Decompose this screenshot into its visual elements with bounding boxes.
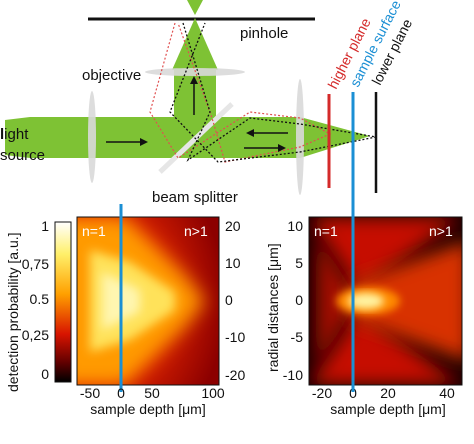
arrow-right-icon-2: [244, 144, 286, 152]
objective-label: objective: [82, 67, 141, 84]
left-xtick-neg50: -50: [80, 385, 100, 401]
right-ytick-0: 0: [295, 292, 303, 308]
right-xtick-40: 40: [439, 385, 455, 401]
focus-cone: [172, 18, 218, 70]
right-xlabel: sample depth [μm]: [330, 401, 445, 417]
arrow-right-icon: [106, 138, 148, 146]
pinhole-cone: [187, 0, 203, 15]
colorbar-tick-075: 0,75: [22, 256, 49, 272]
right-n2-label: n>1: [429, 223, 453, 239]
left-ytick-neg20: -20: [225, 367, 245, 383]
right-xtick-0: 0: [349, 385, 357, 401]
right-xtick-neg20: -20: [312, 385, 332, 401]
sample-beam: [178, 117, 370, 158]
beam-splitter-plate: [158, 102, 234, 174]
colorbar-tick-0: 0: [41, 366, 49, 382]
colorbar: 1 0,75 0.5 0,25 0 detection probability …: [5, 218, 72, 392]
right-heatmap: n=1 n>1 10 5 0 -5 -10 -20 0 20 40 sample…: [283, 216, 463, 417]
pinhole-label: pinhole: [240, 25, 288, 42]
source-label: source: [0, 147, 45, 164]
left-xtick-50: 50: [144, 385, 160, 401]
light-label: light: [0, 126, 29, 143]
left-ytick-neg10: -10: [225, 329, 245, 345]
left-xtick-100: 100: [201, 385, 225, 401]
left-ytick-10: 10: [225, 255, 241, 271]
left-n2-label: n>1: [184, 223, 208, 239]
right-n1-label: n=1: [314, 223, 338, 239]
left-xlabel: sample depth [μm]: [90, 401, 205, 417]
red-dotted-path: [149, 22, 332, 163]
black-dotted-path: [169, 22, 377, 163]
right-ytick-neg5: -5: [291, 329, 304, 345]
colorbar-label: detection probability [a.u.]: [5, 232, 21, 392]
light-label-bold: l: [0, 126, 4, 143]
left-xtick-0: 0: [117, 385, 125, 401]
left-heatmap: n=1 n>1 -50 0 50 100 sample depth [μm] 2…: [76, 204, 281, 417]
arrow-up-icon: [190, 76, 198, 115]
left-ytick-20: 20: [225, 218, 241, 234]
colorbar-gradient: [54, 221, 72, 383]
right-xtick-20: 20: [380, 385, 396, 401]
colorbar-tick-1: 1: [41, 218, 49, 234]
radial-distance-label: radial distances [μm]: [265, 243, 281, 372]
sample-lens: [296, 79, 304, 195]
left-ytick-0: 0: [225, 292, 233, 308]
left-n1-label: n=1: [82, 223, 106, 239]
arrow-left-icon: [246, 129, 288, 137]
colorbar-tick-05: 0.5: [30, 291, 50, 307]
beam-splitter-label: beam splitter: [152, 189, 238, 206]
right-ytick-neg10: -10: [283, 367, 303, 383]
right-ytick-5: 5: [295, 255, 303, 271]
light-label-rest: ight: [4, 126, 29, 143]
right-ytick-10: 10: [287, 218, 303, 234]
source-lens: [88, 91, 96, 183]
colorbar-tick-025: 0,25: [22, 327, 49, 343]
